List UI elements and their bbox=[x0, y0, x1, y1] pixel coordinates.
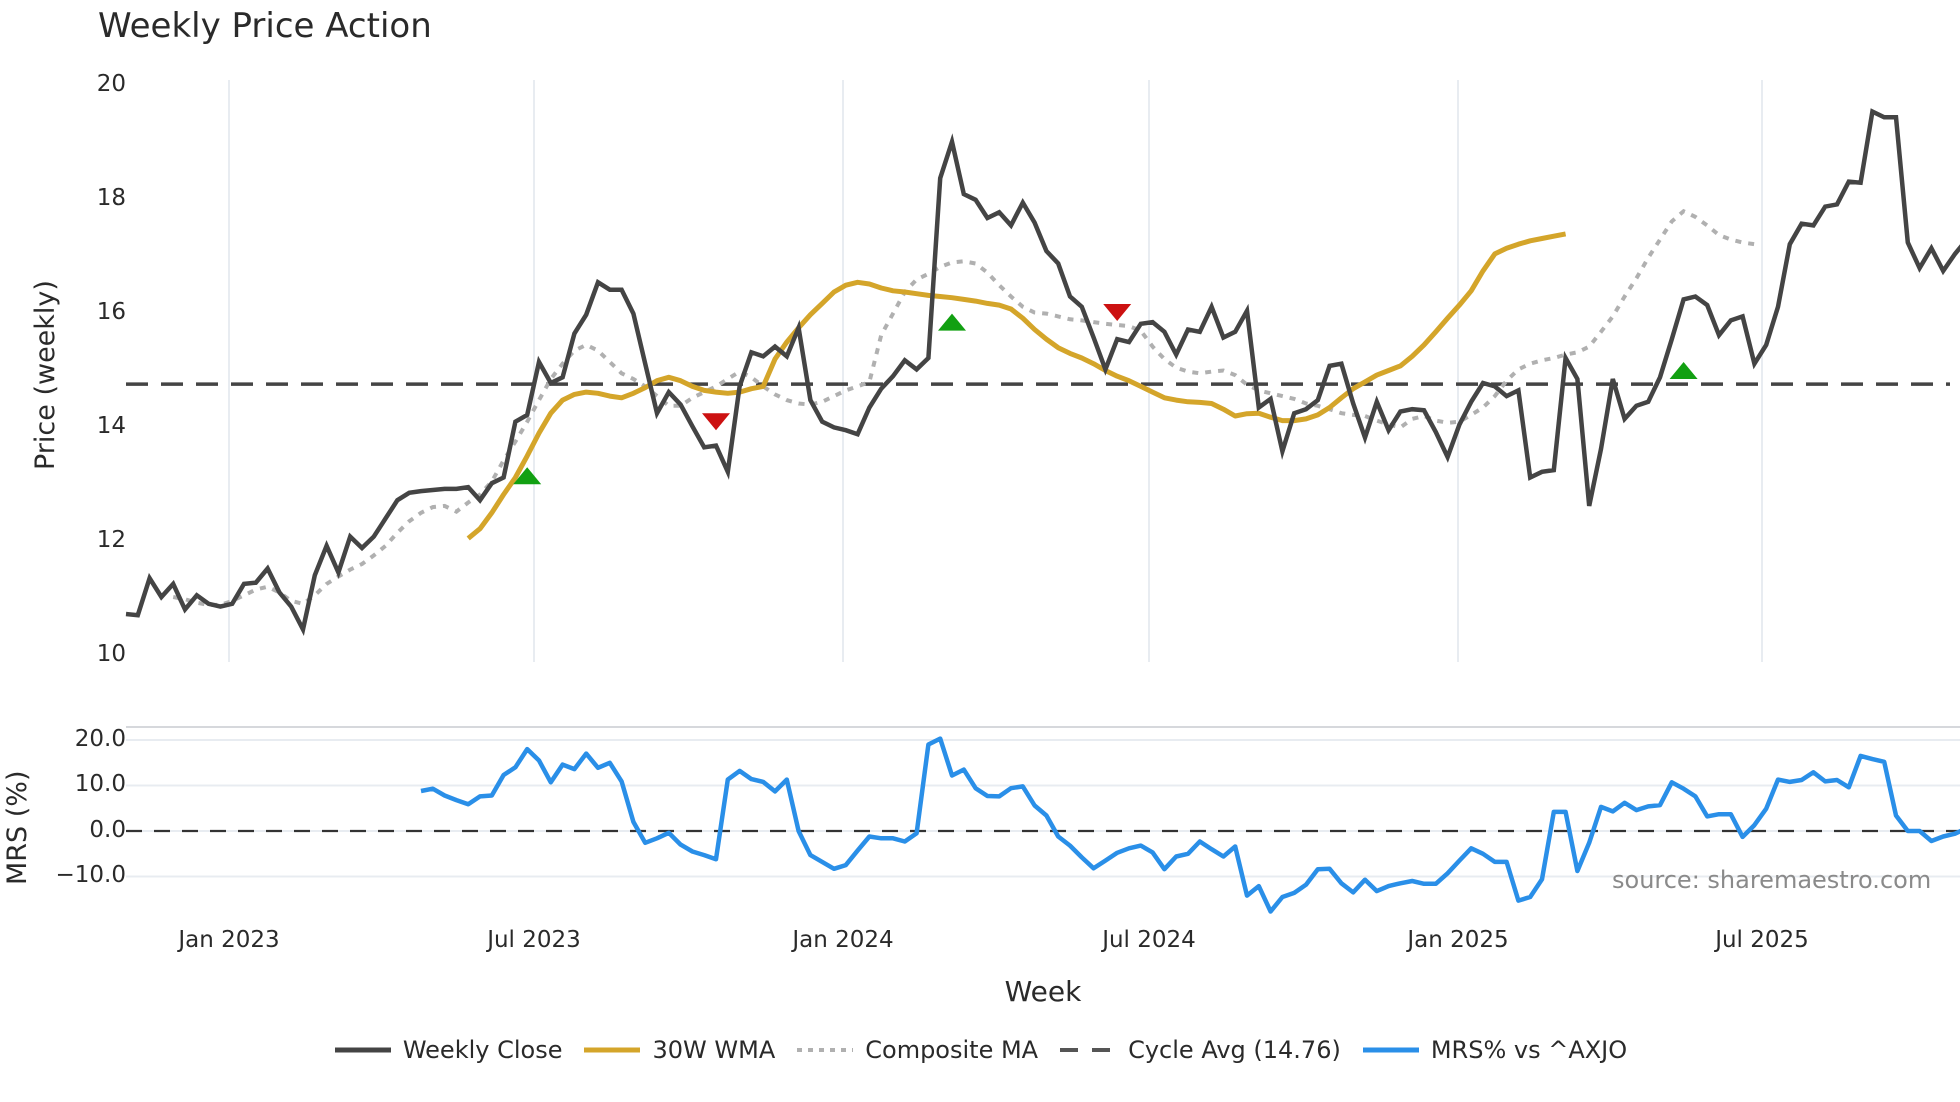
legend-label: 30W WMA bbox=[652, 1036, 776, 1064]
dashed-line-icon bbox=[1060, 1048, 1117, 1052]
chart-title: Weekly Price Action bbox=[98, 6, 432, 46]
buy-signal-triangle-up-icon bbox=[513, 467, 542, 485]
mrs-y-tick: 0.0 bbox=[89, 817, 126, 843]
x-tick-label: Jul 2024 bbox=[1102, 927, 1196, 953]
buy-signal-triangle-up-icon bbox=[938, 313, 966, 331]
price-y-tick: 16 bbox=[96, 299, 126, 325]
weekly-close-line bbox=[125, 108, 1960, 636]
legend-item-wma[interactable]: 30W WMA bbox=[582, 1036, 775, 1064]
legend-item-weekly-close[interactable]: Weekly Close bbox=[333, 1036, 563, 1064]
x-tick-label: Jan 2024 bbox=[792, 927, 894, 953]
signal-markers bbox=[513, 303, 1698, 485]
mrs-y-tick: 20.0 bbox=[74, 726, 126, 752]
price-y-tick: 14 bbox=[96, 413, 126, 439]
x-axis-title: Week bbox=[1004, 975, 1082, 1008]
x-tick-label: Jan 2025 bbox=[1407, 927, 1509, 953]
mrs-grid bbox=[126, 739, 1960, 878]
composite-ma-line bbox=[172, 208, 1755, 607]
mrs-y-tick: 10.0 bbox=[74, 771, 126, 797]
legend-label: MRS% vs ^AXJO bbox=[1430, 1036, 1628, 1064]
x-tick-label: Jan 2023 bbox=[178, 927, 280, 953]
price-y-tick: 18 bbox=[96, 185, 126, 211]
wma-30w-line bbox=[466, 231, 1567, 541]
mrs-y-tick: −10.0 bbox=[55, 862, 126, 888]
mrs-line bbox=[420, 736, 1960, 914]
solid-line-icon bbox=[334, 1047, 391, 1053]
legend-label: Composite MA bbox=[865, 1036, 1039, 1064]
legend-label: Weekly Close bbox=[402, 1036, 563, 1064]
legend-item-composite-ma[interactable]: Composite MA bbox=[795, 1036, 1038, 1064]
source-watermark: source: sharemaestro.com bbox=[1612, 866, 1932, 894]
sell-signal-triangle-down-icon bbox=[702, 413, 730, 431]
price-y-tick: 20 bbox=[96, 71, 126, 97]
price-y-tick: 10 bbox=[96, 641, 126, 667]
x-tick-label: Jul 2023 bbox=[487, 927, 581, 953]
legend: Weekly Close 30W WMA Composite MA Cycle … bbox=[0, 1036, 1960, 1064]
price-y-tick: 12 bbox=[96, 527, 126, 553]
buy-signal-triangle-up-icon bbox=[1669, 362, 1698, 379]
legend-item-mrs[interactable]: MRS% vs ^AXJO bbox=[1361, 1036, 1627, 1064]
legend-label: Cycle Avg (14.76) bbox=[1128, 1036, 1341, 1064]
solid-line-icon bbox=[584, 1047, 641, 1053]
price-grid bbox=[228, 80, 1763, 662]
legend-item-cycle-avg[interactable]: Cycle Avg (14.76) bbox=[1058, 1036, 1341, 1064]
x-tick-label: Jul 2025 bbox=[1715, 927, 1809, 953]
dotted-line-icon bbox=[797, 1048, 854, 1052]
solid-line-icon bbox=[1362, 1047, 1419, 1053]
sell-signal-triangle-down-icon bbox=[1103, 303, 1132, 321]
